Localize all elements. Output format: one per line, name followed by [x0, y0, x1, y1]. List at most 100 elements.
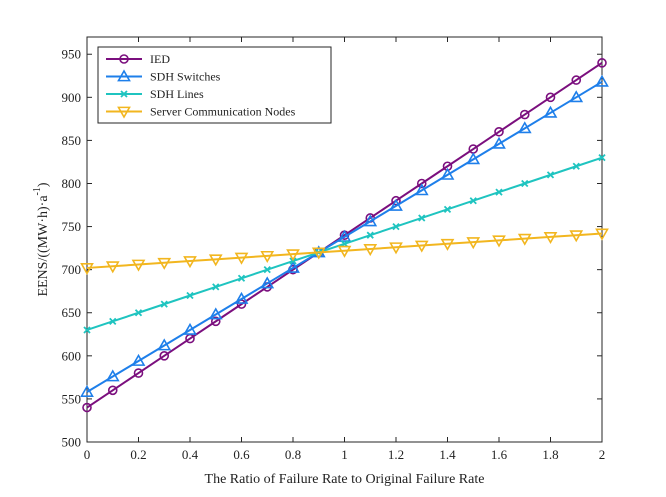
data-point — [260, 276, 275, 289]
data-point — [546, 171, 555, 179]
y-tick-label: 800 — [62, 176, 82, 191]
series-ied — [82, 58, 607, 413]
data-point — [133, 368, 144, 378]
data-point — [598, 154, 606, 162]
x-tick-label: 1.8 — [542, 447, 558, 462]
y-axis-label: EENS/((MW·h)·a-1) — [32, 182, 51, 296]
data-point — [83, 326, 91, 334]
data-point — [597, 58, 607, 68]
data-point — [82, 402, 92, 413]
x-axis-label: The Ratio of Failure Rate to Original Fa… — [205, 472, 485, 487]
data-point — [391, 195, 401, 206]
data-point — [286, 260, 300, 273]
legend: IED SDH Switches SDH Lines Server Communica… — [97, 46, 332, 124]
data-point — [159, 351, 170, 361]
data-point — [105, 261, 120, 274]
data-point — [440, 238, 455, 251]
x-tick-label: 0.8 — [285, 447, 301, 462]
legend-label: Server Communication Nodes — [150, 105, 296, 119]
data-point — [416, 178, 427, 189]
y-axis-label-close: ) — [36, 182, 51, 187]
data-point — [466, 237, 481, 250]
data-point — [263, 266, 271, 274]
data-point — [443, 205, 452, 213]
x-tick-label: 1.4 — [439, 447, 456, 462]
series-line — [86, 232, 603, 269]
x-tick-label: 1.6 — [491, 447, 508, 462]
legend-marker — [117, 69, 131, 82]
data-point — [595, 228, 609, 241]
data-point — [440, 167, 455, 180]
data-point — [183, 256, 197, 269]
legend-marker — [119, 54, 129, 64]
data-point — [572, 162, 580, 170]
data-point — [469, 197, 477, 205]
data-point — [389, 242, 403, 255]
data-point — [183, 322, 197, 335]
axis-ticks: 0 0.2 0.4 0.6 0.8 1 1.2 1.4 1.6 1.8 2 500 550 600 650 7… — [62, 37, 605, 462]
data-point — [414, 240, 429, 253]
data-point — [569, 90, 584, 103]
x-tick-label: 0 — [84, 447, 91, 462]
x-tick-label: 0.6 — [233, 447, 250, 462]
series-sdh-switches — [80, 74, 609, 397]
data-point — [286, 249, 300, 262]
data-point — [105, 369, 120, 382]
series-server-communication-nodes — [80, 228, 609, 276]
data-point — [494, 126, 504, 137]
data-point — [521, 179, 529, 188]
data-point — [337, 245, 352, 258]
data-point — [517, 233, 532, 246]
data-point — [495, 188, 503, 196]
data-point — [157, 338, 172, 351]
data-point — [236, 299, 247, 309]
y-axis-label-group: EENS/((MW·h)·a-1) — [32, 182, 51, 296]
data-point — [157, 257, 172, 270]
data-point — [543, 105, 558, 118]
data-point — [160, 300, 168, 308]
y-tick-label: 500 — [62, 435, 82, 450]
data-point — [571, 75, 582, 85]
y-tick-label: 700 — [62, 262, 82, 277]
data-point — [234, 252, 249, 265]
data-point — [107, 385, 118, 396]
data-point — [414, 183, 429, 196]
data-point — [237, 274, 246, 282]
x-tick-label: 0.4 — [182, 447, 199, 462]
series-layer — [80, 58, 609, 413]
data-point — [131, 353, 146, 366]
data-point — [363, 244, 378, 257]
data-point — [311, 247, 326, 260]
data-point — [212, 283, 220, 291]
series-line — [86, 62, 603, 409]
data-point — [210, 316, 221, 327]
legend-item: IED — [106, 52, 170, 66]
y-tick-label: 750 — [62, 219, 82, 234]
data-point — [543, 231, 558, 245]
data-point — [418, 214, 426, 222]
data-point — [234, 291, 249, 304]
data-point — [131, 259, 146, 272]
data-point — [519, 109, 530, 120]
y-axis-label-sup: -1 — [32, 187, 43, 195]
data-point — [80, 263, 94, 276]
data-point — [545, 92, 556, 103]
data-point — [186, 291, 194, 300]
y-tick-label: 950 — [62, 47, 82, 62]
data-point — [389, 198, 403, 211]
x-tick-label: 0.2 — [130, 447, 146, 462]
legend-marker — [117, 106, 131, 119]
data-point — [208, 307, 223, 320]
data-point — [260, 250, 275, 263]
y-axis-label-main: EENS/((MW·h)·a — [36, 195, 51, 297]
y-tick-label: 550 — [62, 391, 82, 406]
data-point — [492, 136, 506, 149]
data-point — [134, 309, 143, 317]
series-line — [86, 80, 603, 393]
data-point — [208, 254, 223, 267]
y-tick-label: 850 — [62, 133, 82, 148]
data-point — [80, 384, 94, 397]
legend-item: SDH Switches — [106, 69, 221, 84]
data-point — [466, 152, 481, 165]
